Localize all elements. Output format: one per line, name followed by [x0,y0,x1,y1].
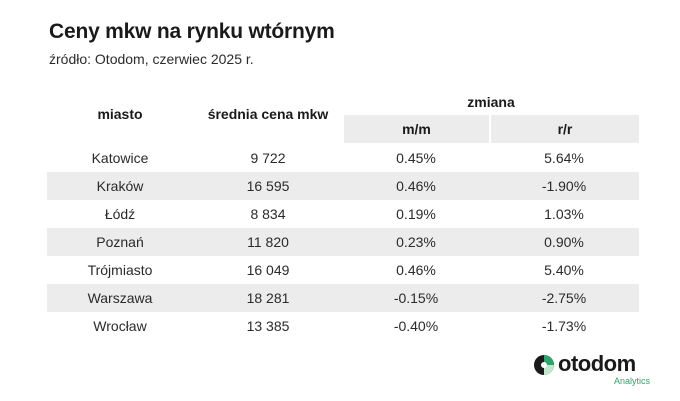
table-row: Trójmiasto 16 049 0.46% 5.40% [47,256,639,284]
cell-price: 9 722 [250,150,286,166]
cell-city: Łódź [104,206,136,222]
cell-city: Trójmiasto [87,262,153,278]
cell-rr: 0.90% [544,234,584,250]
cell-rr: 5.64% [544,150,584,166]
header-city: miasto [97,106,143,122]
table-row: Poznań 11 820 0.23% 0.90% [47,228,639,256]
cell-mm: 0.19% [396,206,436,222]
cell-city: Kraków [96,178,144,194]
header-mm: m/m [344,115,489,143]
cell-price: 16 595 [246,178,290,194]
cell-rr: 1.03% [544,206,584,222]
cell-mm: -0.15% [393,290,439,306]
otodom-logo-icon [534,355,554,375]
price-table: miasto średnia cena mkw zmiana m/m r/r K… [47,88,639,340]
cell-rr: -1.90% [541,178,587,194]
otodom-logo: otodom Analytics [533,351,653,387]
cell-mm: -0.40% [393,318,439,334]
cell-mm: 0.45% [396,150,436,166]
table-row: Katowice 9 722 0.45% 5.64% [47,144,639,172]
cell-city: Katowice [91,150,149,166]
header-change: zmiana [467,94,515,110]
cell-mm: 0.46% [396,262,436,278]
table-header: miasto średnia cena mkw zmiana m/m r/r [47,88,639,144]
cell-price: 16 049 [246,262,290,278]
page-title: Ceny mkw na rynku wtórnym [49,20,335,43]
cell-price: 8 834 [250,206,286,222]
table-row: Łódź 8 834 0.19% 1.03% [47,200,639,228]
cell-price: 13 385 [246,318,290,334]
cell-mm: 0.23% [396,234,436,250]
cell-city: Wrocław [93,318,147,334]
cell-mm: 0.46% [396,178,436,194]
cell-city: Poznań [96,234,144,250]
cell-price: 11 820 [247,234,289,250]
cell-price: 18 281 [246,290,290,306]
table-row: Wrocław 13 385 -0.40% -1.73% [47,312,639,340]
cell-rr: -2.75% [541,290,587,306]
table-row: Warszawa 18 281 -0.15% -2.75% [47,284,639,312]
cell-rr: -1.73% [541,318,587,334]
cell-city: Warszawa [87,290,153,306]
analytics-label: Analytics [613,376,650,386]
cell-rr: 5.40% [544,262,584,278]
table-row: Kraków 16 595 0.46% -1.90% [47,172,639,200]
otodom-wordmark: otodom [558,351,636,376]
source-note: źródło: Otodom, czerwiec 2025 r. [49,51,254,67]
header-rr: r/r [491,115,639,143]
header-avg-price: średnia cena mkw [207,106,329,122]
